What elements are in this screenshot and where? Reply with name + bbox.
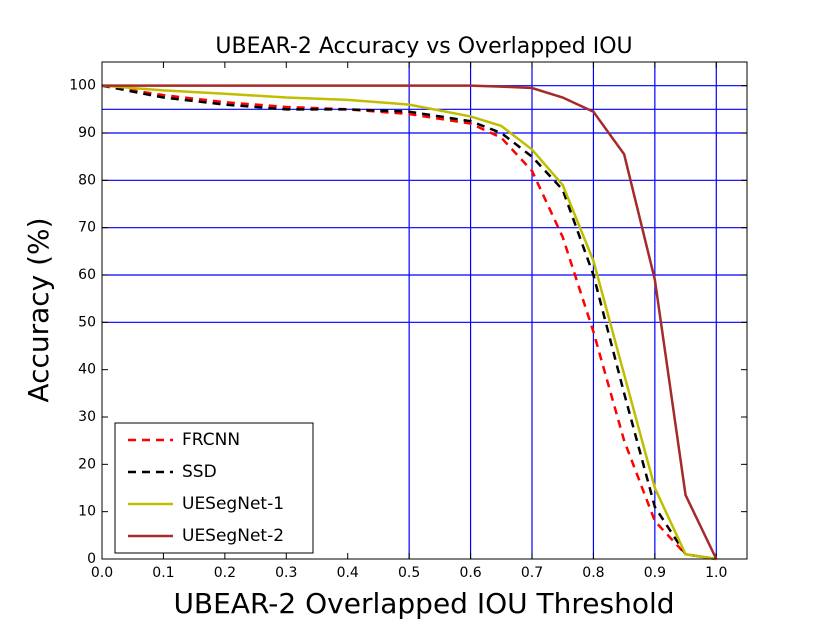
y-axis-label: Accuracy (%) <box>22 217 55 402</box>
plot-frame <box>101 61 748 560</box>
x-tick-label: 1.0 <box>705 565 727 581</box>
x-tick-label: 0.7 <box>521 565 543 581</box>
x-tick-label: 0.5 <box>398 565 420 581</box>
x-tick-label: 0.3 <box>275 565 297 581</box>
y-tick-label: 40 <box>78 362 96 378</box>
y-tick-label: 100 <box>69 78 96 94</box>
series-line <box>101 84 717 561</box>
y-tick-label: 80 <box>78 172 96 188</box>
y-tick-label: 60 <box>78 267 96 283</box>
legend-label: UESegNet-2 <box>182 526 284 546</box>
x-tick-label: 0.4 <box>337 565 359 581</box>
legend-label: SSD <box>182 462 217 482</box>
x-axis-label: UBEAR-2 Overlapped IOU Threshold <box>173 587 674 620</box>
y-tick-label: 50 <box>78 314 96 330</box>
legend-label: UESegNet-1 <box>182 494 284 514</box>
y-tick-label: 10 <box>78 504 96 520</box>
y-tick-label: 70 <box>78 220 96 236</box>
y-tick-label: 0 <box>87 551 96 567</box>
x-tick-label: 0.9 <box>644 565 666 581</box>
series-line <box>102 84 718 560</box>
chart-title: UBEAR-2 Accuracy vs Overlapped IOU <box>215 34 632 59</box>
x-tick-label: 0.8 <box>582 565 604 581</box>
x-tick-label: 0.2 <box>214 565 236 581</box>
series-line <box>101 84 717 561</box>
legend-label: FRCNN <box>182 430 240 450</box>
y-tick-label: 20 <box>78 456 96 472</box>
x-tick-label: 0.1 <box>152 565 174 581</box>
series-line <box>101 84 717 561</box>
y-tick-label: 30 <box>78 409 96 425</box>
x-tick-label: 0.0 <box>91 565 113 581</box>
legend-box <box>114 422 314 554</box>
y-tick-label: 90 <box>78 125 96 141</box>
x-tick-label: 0.6 <box>459 565 481 581</box>
